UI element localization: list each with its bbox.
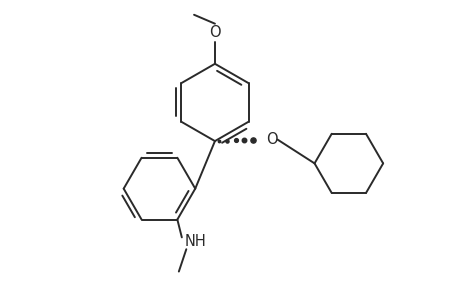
Text: O: O: [209, 25, 220, 40]
Text: O: O: [265, 132, 277, 147]
Text: NH: NH: [185, 234, 206, 249]
